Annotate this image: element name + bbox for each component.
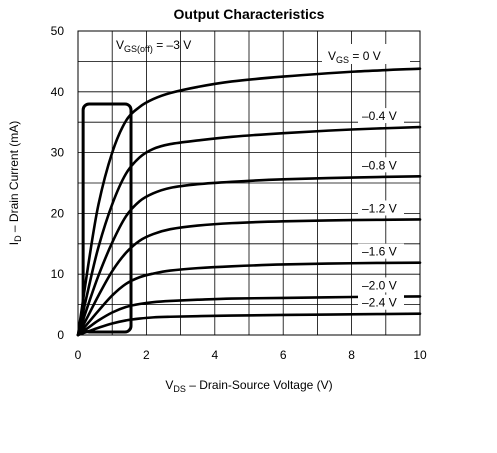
series-label: –0.4 V <box>362 109 397 123</box>
series-label: –1.2 V <box>362 201 397 215</box>
y-tick-label: 30 <box>51 146 65 160</box>
series-label-bg <box>358 108 404 124</box>
x-axis-label: VDS – Drain-Source Voltage (V) <box>165 378 332 394</box>
series-label-bg <box>358 243 404 259</box>
vgs-zero-sub: GS <box>336 55 349 65</box>
x-tick-label: 4 <box>211 348 218 362</box>
plot-frame <box>77 30 421 336</box>
vgs-zero-v: V <box>328 49 336 63</box>
series-line <box>76 261 422 337</box>
y-axis-label: ID – Drain Current (mA) <box>7 121 23 246</box>
series-line <box>76 175 422 337</box>
vgs-zero-label-bg <box>322 44 410 64</box>
x-tick-label: 2 <box>143 348 150 362</box>
y-tick-label: 10 <box>51 267 65 281</box>
ohmic-region-box <box>81 102 133 334</box>
series-label-bg <box>358 157 404 173</box>
series-label-bg <box>358 277 404 293</box>
y-tick-labels: 0 10 20 30 40 50 <box>51 24 65 342</box>
y-tick-label: 0 <box>57 328 64 342</box>
series-label-bg <box>358 294 404 310</box>
x-tick-label: 0 <box>75 348 82 362</box>
vgs-off-suffix: = –3 V <box>153 38 191 52</box>
y-tick-label: 40 <box>51 85 65 99</box>
series-label: –0.8 V <box>362 158 397 172</box>
x-tick-label: 6 <box>280 348 287 362</box>
series-line <box>76 67 422 337</box>
chart-title: Output Characteristics <box>174 6 325 22</box>
x-axis-label-v: V <box>165 378 173 392</box>
series-label: –1.6 V <box>362 245 397 259</box>
curves <box>76 67 422 337</box>
series-label: –2.4 V <box>362 296 397 310</box>
series-line <box>76 218 422 337</box>
series-labels: –0.4 V –0.8 V –1.2 V –1.6 V –2.0 V –2.4 V <box>358 108 404 310</box>
series-line <box>76 125 422 337</box>
series-label-bg <box>358 200 404 216</box>
x-tick-labels: 0 2 4 6 8 10 <box>75 348 427 362</box>
vgs-zero-label: VGS = 0 V <box>328 49 381 65</box>
vgs-off-label: VGS(off) = –3 V <box>116 38 191 54</box>
y-axis-label-rest: – Drain Current (mA) <box>7 121 21 236</box>
vgs-off-sub: GS(off) <box>124 44 153 54</box>
ohmic-region-layer <box>81 102 133 334</box>
x-tick-label: 8 <box>348 348 355 362</box>
x-axis-label-sub: DS <box>173 384 186 394</box>
y-axis-label-i: I <box>7 242 21 245</box>
x-tick-label: 10 <box>413 348 427 362</box>
series-line <box>76 295 422 337</box>
y-tick-label: 20 <box>51 206 65 220</box>
vgs-off-v: V <box>116 38 124 52</box>
vgs-zero-suffix: = 0 V <box>349 49 381 63</box>
x-axis-label-rest: – Drain-Source Voltage (V) <box>186 378 333 392</box>
series-label: –2.0 V <box>362 278 397 292</box>
y-axis-label-sub: D <box>13 235 23 242</box>
y-tick-label: 50 <box>51 24 65 38</box>
series-line <box>76 312 422 337</box>
